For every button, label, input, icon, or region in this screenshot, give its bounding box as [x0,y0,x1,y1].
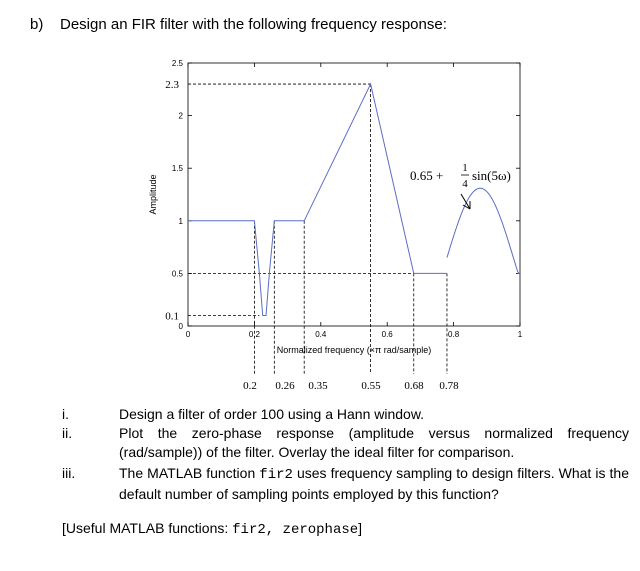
y-axis-label: Amplitude [148,174,158,214]
y-tick-label: 2.5 [172,59,184,68]
y-level-label: 2.3 [165,79,179,91]
x-level-label: 0.35 [308,380,328,392]
x-tick-label: 0.2 [249,330,261,339]
x-tick-label: 0 [186,330,191,339]
useful-functions: [Useful MATLAB functions: fir2, zerophas… [62,520,363,538]
x-tick-label: 1 [518,330,523,339]
chart-marks [188,82,520,316]
arrow-shaft [460,193,471,210]
question-number: ii. [62,425,73,441]
sine-curve [446,187,520,274]
question-text: Design a filter of order 100 using a Han… [119,406,425,422]
annotation-suffix: sin(5ω) [472,168,511,183]
question-text: The MATLAB function fir2 uses frequency … [119,465,629,502]
response-line [188,82,447,316]
x-level-label: 0.55 [361,380,381,392]
question-number: iii. [62,465,76,481]
y-tick-label: 0 [179,322,184,331]
arrow-head [462,201,471,210]
dashed-guides [188,83,448,374]
annotation-denominator: 4 [462,178,468,190]
useful-code: fir2, zerophase [232,522,359,538]
chart-labels: 2.3 0.1 0.2 0.26 0.35 0.55 0.68 0.78 Amplitude No… [148,79,511,392]
question-heading: b) Design an FIR filter with the followin… [30,16,447,33]
y-tick-label: 0.5 [172,269,184,278]
y-tick-label: 2 [179,112,184,121]
heading-text: Design an FIR filter with the following … [60,16,447,33]
y-tick-label: 1.5 [172,164,184,173]
x-level-label: 0.2 [243,380,257,392]
x-axis-label: Normalized frequency (×π rad/sample) [277,345,432,355]
x-tick-label: 0.8 [448,330,460,339]
x-level-label: 0.68 [404,380,424,392]
chart-axes [187,62,521,327]
y-tick-label: 1 [179,217,184,226]
question-text: Plot the zero-phase response (amplitude … [119,425,629,460]
y-level-label: 0.1 [165,310,179,322]
code-fir2: fir2 [259,467,293,483]
x-level-label: 0.26 [275,380,295,392]
x-tick-label: 0.4 [315,330,327,339]
question-number: i. [62,406,69,422]
part-label: b) [30,16,44,33]
tick-labels: 0 0.5 1 1.5 2 2.5 0 0.2 0.4 0.6 0.8 1 [172,59,523,339]
x-tick-label: 0.6 [382,330,394,339]
annotation-numerator: 1 [462,162,468,174]
annotation-prefix: 0.65 + [410,168,443,183]
frequency-response-chart: 0 0.5 1 1.5 2 2.5 0 0.2 0.4 0.6 0.8 1 2.3 0.1 0.2 0.26… [148,59,523,392]
plot-box [187,62,521,327]
x-level-label: 0.78 [439,380,459,392]
